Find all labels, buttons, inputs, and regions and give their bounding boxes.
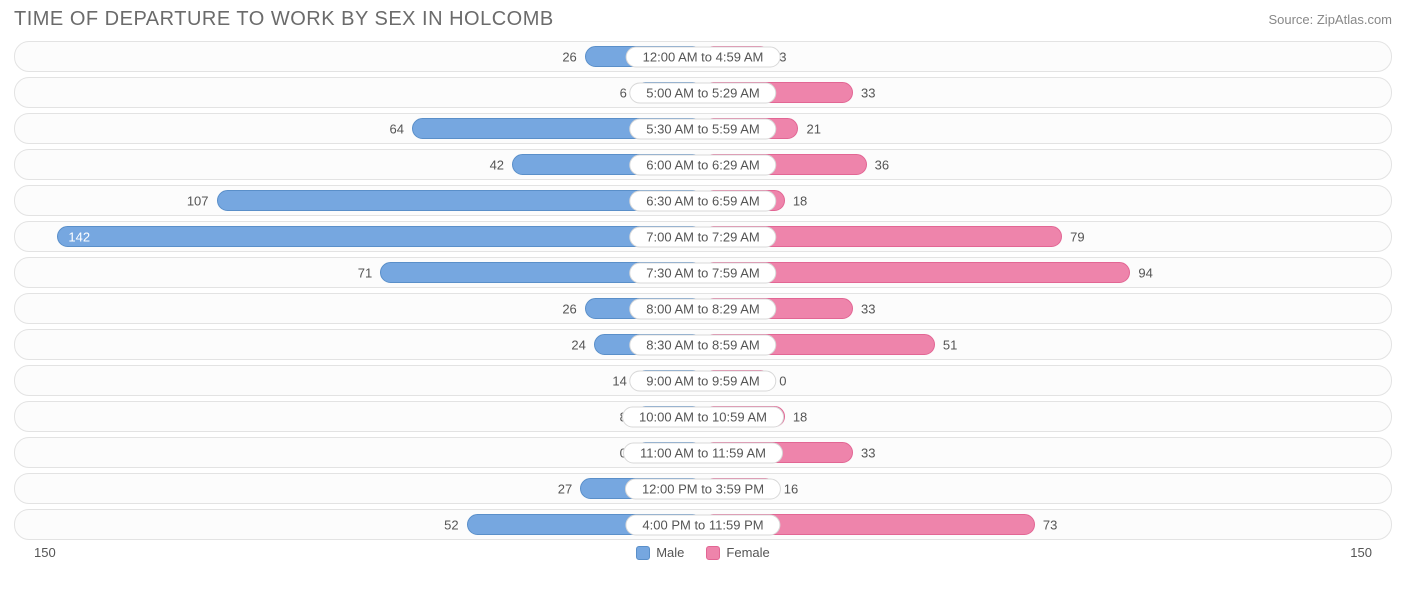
chart-header: TIME OF DEPARTURE TO WORK BY SEX IN HOLC… [14, 8, 1392, 31]
chart-footer: 150 Male Female 150 [14, 545, 1392, 560]
chart-row: 142 79 7:00 AM to 7:29 AM [14, 221, 1392, 252]
row-category-label: 5:30 AM to 5:59 AM [629, 118, 776, 139]
female-value: 94 [1138, 265, 1152, 280]
axis-left-max: 150 [34, 545, 56, 560]
chart-row: 52 73 4:00 PM to 11:59 PM [14, 509, 1392, 540]
male-value: 27 [558, 481, 572, 496]
female-value: 33 [861, 301, 875, 316]
legend-item-female: Female [706, 545, 769, 560]
female-value: 36 [875, 157, 889, 172]
male-value: 6 [620, 85, 627, 100]
legend-female-label: Female [726, 545, 769, 560]
male-value: 52 [444, 517, 458, 532]
axis-right-max: 150 [1350, 545, 1372, 560]
row-category-label: 10:00 AM to 10:59 AM [622, 406, 784, 427]
row-category-label: 7:30 AM to 7:59 AM [629, 262, 776, 283]
chart-row: 42 36 6:00 AM to 6:29 AM [14, 149, 1392, 180]
legend: Male Female [636, 545, 770, 560]
female-value: 79 [1070, 229, 1084, 244]
chart-row: 24 51 8:30 AM to 8:59 AM [14, 329, 1392, 360]
row-category-label: 7:00 AM to 7:29 AM [629, 226, 776, 247]
row-category-label: 9:00 AM to 9:59 AM [629, 370, 776, 391]
chart-row: 27 1612:00 PM to 3:59 PM [14, 473, 1392, 504]
male-value: 24 [571, 337, 585, 352]
legend-male-label: Male [656, 545, 684, 560]
chart-row: 81810:00 AM to 10:59 AM [14, 401, 1392, 432]
row-category-label: 4:00 PM to 11:59 PM [625, 514, 780, 535]
chart-row: 6 33 5:00 AM to 5:29 AM [14, 77, 1392, 108]
male-value: 26 [562, 301, 576, 316]
chart-row: 26312:00 AM to 4:59 AM [14, 41, 1392, 72]
source-attribution: Source: ZipAtlas.com [1268, 12, 1392, 27]
male-bar: 142 [57, 226, 703, 247]
female-value: 73 [1043, 517, 1057, 532]
female-value: 33 [861, 445, 875, 460]
chart-row: 26 33 8:00 AM to 8:29 AM [14, 293, 1392, 324]
chart-row: 03311:00 AM to 11:59 AM [14, 437, 1392, 468]
female-value: 51 [943, 337, 957, 352]
row-category-label: 11:00 AM to 11:59 AM [623, 442, 783, 463]
female-value: 0 [779, 373, 786, 388]
male-value: 71 [358, 265, 372, 280]
row-category-label: 5:00 AM to 5:29 AM [629, 82, 776, 103]
row-category-label: 8:00 AM to 8:29 AM [629, 298, 776, 319]
chart-title: TIME OF DEPARTURE TO WORK BY SEX IN HOLC… [14, 8, 554, 31]
chart-row: 71 94 7:30 AM to 7:59 AM [14, 257, 1392, 288]
male-value: 42 [490, 157, 504, 172]
row-category-label: 6:30 AM to 6:59 AM [629, 190, 776, 211]
female-swatch-icon [706, 546, 720, 560]
row-category-label: 8:30 AM to 8:59 AM [629, 334, 776, 355]
female-value: 16 [784, 481, 798, 496]
male-value: 14 [612, 373, 626, 388]
female-value: 21 [806, 121, 820, 136]
chart-row: 64 21 5:30 AM to 5:59 AM [14, 113, 1392, 144]
female-value: 33 [861, 85, 875, 100]
chart-row: 107 18 6:30 AM to 6:59 AM [14, 185, 1392, 216]
female-value: 18 [793, 193, 807, 208]
male-value: 64 [390, 121, 404, 136]
row-category-label: 6:00 AM to 6:29 AM [629, 154, 776, 175]
male-value: 142 [68, 229, 90, 244]
row-category-label: 12:00 PM to 3:59 PM [625, 478, 781, 499]
diverging-bar-chart: 26312:00 AM to 4:59 AM 6 33 5:00 AM to 5:29… [14, 41, 1392, 540]
row-category-label: 12:00 AM to 4:59 AM [626, 46, 781, 67]
male-value: 107 [187, 193, 209, 208]
male-swatch-icon [636, 546, 650, 560]
legend-item-male: Male [636, 545, 684, 560]
female-value: 18 [793, 409, 807, 424]
chart-row: 14 09:00 AM to 9:59 AM [14, 365, 1392, 396]
male-value: 26 [562, 49, 576, 64]
